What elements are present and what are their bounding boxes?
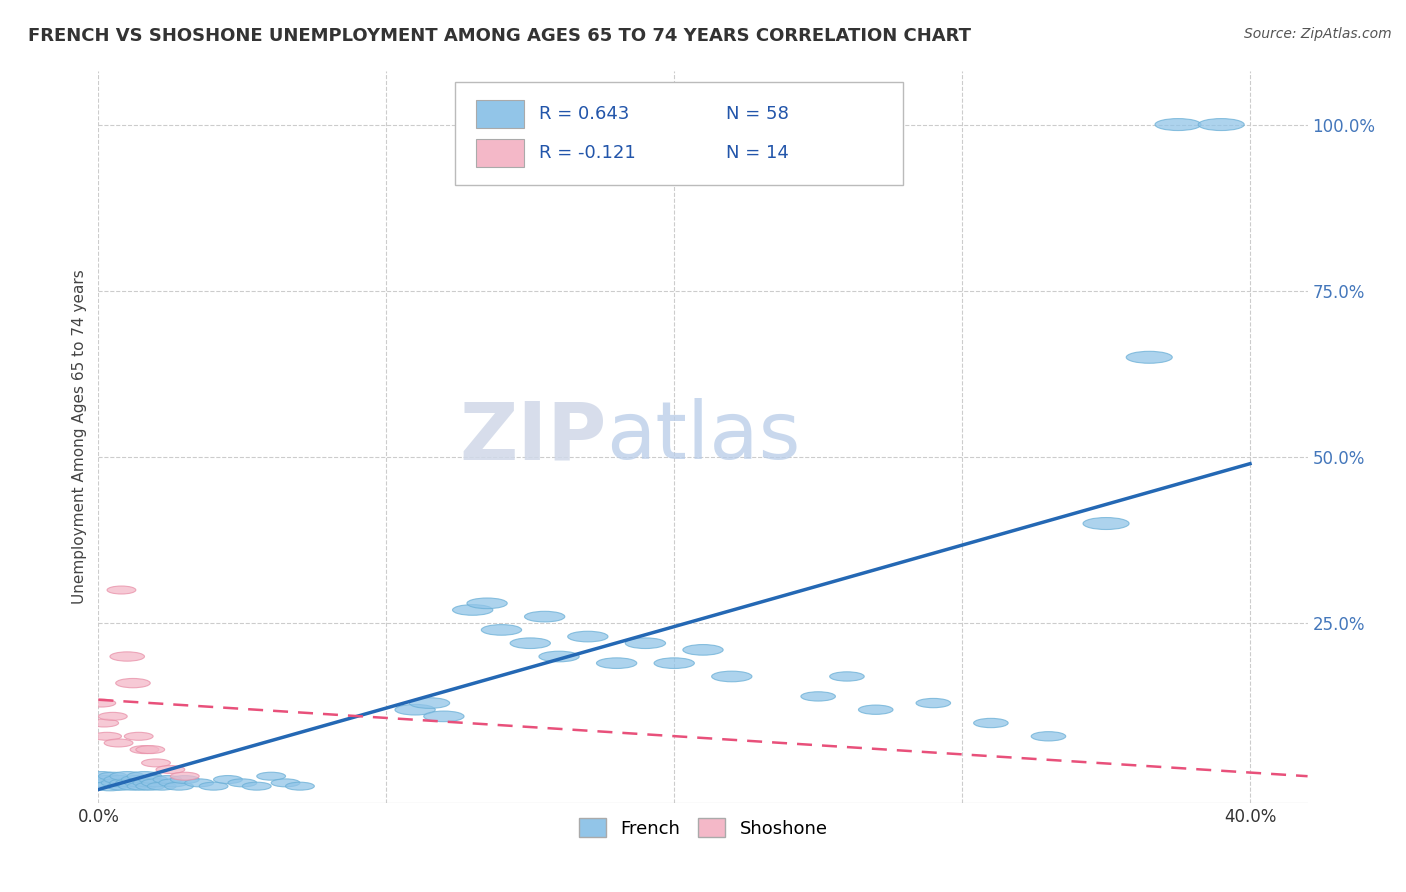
Ellipse shape [423, 711, 464, 722]
Ellipse shape [228, 779, 257, 787]
Y-axis label: Unemployment Among Ages 65 to 74 years: Unemployment Among Ages 65 to 74 years [72, 269, 87, 605]
Ellipse shape [87, 699, 115, 707]
Ellipse shape [467, 598, 508, 608]
Ellipse shape [596, 657, 637, 668]
Ellipse shape [830, 672, 865, 681]
Ellipse shape [101, 779, 131, 787]
Ellipse shape [538, 651, 579, 662]
Ellipse shape [104, 739, 134, 747]
Ellipse shape [285, 782, 315, 790]
Ellipse shape [453, 605, 494, 615]
Ellipse shape [90, 719, 118, 727]
Text: N = 14: N = 14 [725, 145, 789, 162]
Text: atlas: atlas [606, 398, 800, 476]
Ellipse shape [136, 746, 165, 754]
Ellipse shape [214, 775, 242, 783]
Ellipse shape [409, 698, 450, 708]
Ellipse shape [136, 782, 165, 790]
Ellipse shape [683, 645, 723, 656]
Ellipse shape [98, 772, 127, 780]
Text: ZIP: ZIP [458, 398, 606, 476]
Ellipse shape [134, 779, 162, 787]
Ellipse shape [93, 732, 121, 740]
Ellipse shape [626, 638, 665, 648]
Ellipse shape [121, 775, 150, 783]
Ellipse shape [93, 781, 127, 791]
Ellipse shape [118, 782, 148, 790]
Ellipse shape [568, 632, 607, 642]
Ellipse shape [90, 779, 118, 787]
Ellipse shape [711, 671, 752, 681]
Ellipse shape [859, 705, 893, 714]
Ellipse shape [104, 775, 134, 783]
Ellipse shape [654, 657, 695, 668]
Ellipse shape [142, 779, 170, 787]
Ellipse shape [156, 765, 184, 773]
Ellipse shape [973, 718, 1008, 728]
Ellipse shape [524, 611, 565, 622]
Ellipse shape [139, 775, 167, 783]
FancyBboxPatch shape [456, 82, 903, 185]
Ellipse shape [1083, 517, 1129, 530]
Ellipse shape [1154, 119, 1201, 130]
Ellipse shape [481, 624, 522, 635]
Text: R = 0.643: R = 0.643 [538, 104, 628, 123]
Ellipse shape [107, 586, 136, 594]
Ellipse shape [110, 772, 145, 780]
Ellipse shape [124, 779, 153, 787]
Ellipse shape [917, 698, 950, 707]
Text: FRENCH VS SHOSHONE UNEMPLOYMENT AMONG AGES 65 TO 74 YEARS CORRELATION CHART: FRENCH VS SHOSHONE UNEMPLOYMENT AMONG AG… [28, 27, 972, 45]
Ellipse shape [148, 782, 176, 790]
Ellipse shape [200, 782, 228, 790]
FancyBboxPatch shape [475, 139, 524, 167]
Ellipse shape [124, 732, 153, 740]
Ellipse shape [165, 782, 194, 790]
Ellipse shape [170, 775, 200, 783]
Ellipse shape [110, 652, 145, 661]
Ellipse shape [159, 779, 187, 787]
Ellipse shape [1198, 119, 1244, 130]
Ellipse shape [510, 638, 550, 648]
Ellipse shape [93, 775, 121, 783]
Ellipse shape [1126, 351, 1173, 363]
Text: N = 58: N = 58 [725, 104, 789, 123]
Text: R = -0.121: R = -0.121 [538, 145, 636, 162]
Ellipse shape [142, 759, 170, 767]
Ellipse shape [98, 713, 127, 721]
Ellipse shape [257, 772, 285, 780]
Ellipse shape [395, 705, 436, 715]
Ellipse shape [184, 779, 214, 787]
Ellipse shape [131, 746, 159, 754]
Ellipse shape [170, 772, 200, 780]
Ellipse shape [153, 775, 181, 783]
Ellipse shape [107, 782, 136, 790]
Text: Source: ZipAtlas.com: Source: ZipAtlas.com [1244, 27, 1392, 41]
Ellipse shape [115, 679, 150, 688]
Legend: French, Shoshone: French, Shoshone [571, 811, 835, 845]
Ellipse shape [801, 692, 835, 701]
Ellipse shape [84, 772, 118, 780]
FancyBboxPatch shape [475, 100, 524, 128]
Ellipse shape [271, 779, 299, 787]
Ellipse shape [242, 782, 271, 790]
Ellipse shape [127, 772, 162, 780]
Ellipse shape [110, 779, 139, 787]
Ellipse shape [127, 782, 156, 790]
Ellipse shape [115, 779, 145, 787]
Ellipse shape [1031, 731, 1066, 741]
